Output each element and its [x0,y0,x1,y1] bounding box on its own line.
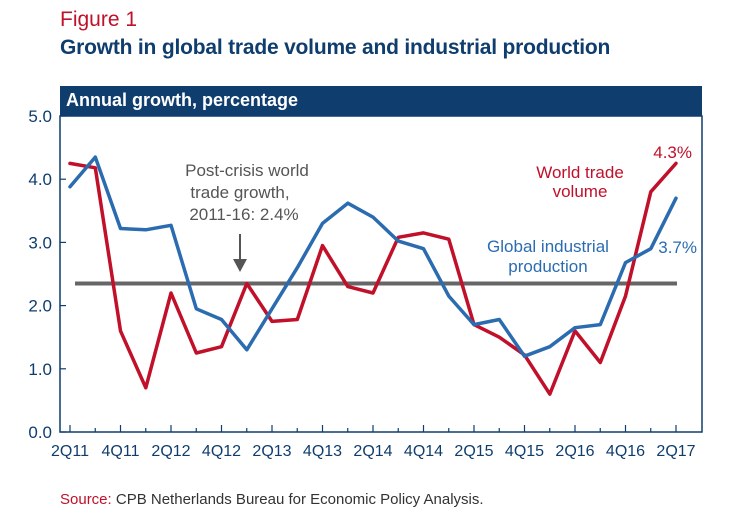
x-tick-label: 4Q12 [202,443,241,460]
trade-series-label: World trade [536,163,624,182]
series-line-global-industrial-production [68,155,678,358]
series-line-world-trade-volume [68,161,678,396]
x-tick-label: 4Q11 [102,443,140,460]
x-tick-label: 4Q14 [404,443,443,460]
y-tick-label: 0.0 [28,423,52,442]
y-tick-label: 4.0 [28,170,52,189]
reference-line-annotation: Post-crisis world [185,161,309,180]
line-chart: 0.0 1.0 2.0 3.0 4.0 5.0 2Q11 4Q11 2Q12 4Q12 2Q13 4Q… [28,107,703,460]
x-tick-label: 4Q16 [606,443,645,460]
plot-frame [59,115,703,433]
source-label: Source: [60,491,112,508]
x-tick-label: 4Q15 [505,443,544,460]
figure-label: Figure 1 [60,8,138,31]
y-tick-label: 5.0 [28,107,52,126]
source-text: CPB Netherlands Bureau for Economic Poli… [115,491,484,508]
annotation-arrow-head [233,259,247,272]
x-tick-label: 2Q17 [656,443,695,460]
reference-line-annotation: trade growth, [190,183,289,202]
x-tick-label: 4Q13 [303,443,342,460]
x-tick-label: 2Q14 [353,443,392,460]
chart-title: Growth in global trade volume and indust… [60,36,611,59]
x-tick-label: 2Q12 [151,443,190,460]
trade-series-label: volume [553,182,608,201]
reference-line-annotation: 2011-16: 2.4% [189,205,298,224]
x-tick-label: 2Q11 [51,443,89,460]
chart-header-bar: Annual growth, percentage [60,86,702,116]
y-tick-label: 1.0 [28,360,52,379]
chart-subtitle: Annual growth, percentage [66,90,299,110]
x-tick-label: 2Q16 [555,443,594,460]
trade-value-label: 4.3% [653,143,692,162]
source-note: Source: CPB Netherlands Bureau for Econo… [60,491,484,508]
industrial-series-label: production [508,257,587,276]
y-tick-label: 2.0 [28,297,52,316]
y-tick-label: 3.0 [28,233,52,252]
x-tick-label: 2Q15 [454,443,493,460]
x-tick-label: 2Q13 [252,443,291,460]
industrial-value-label: 3.7% [658,238,697,257]
industrial-series-label: Global industrial [487,237,609,256]
